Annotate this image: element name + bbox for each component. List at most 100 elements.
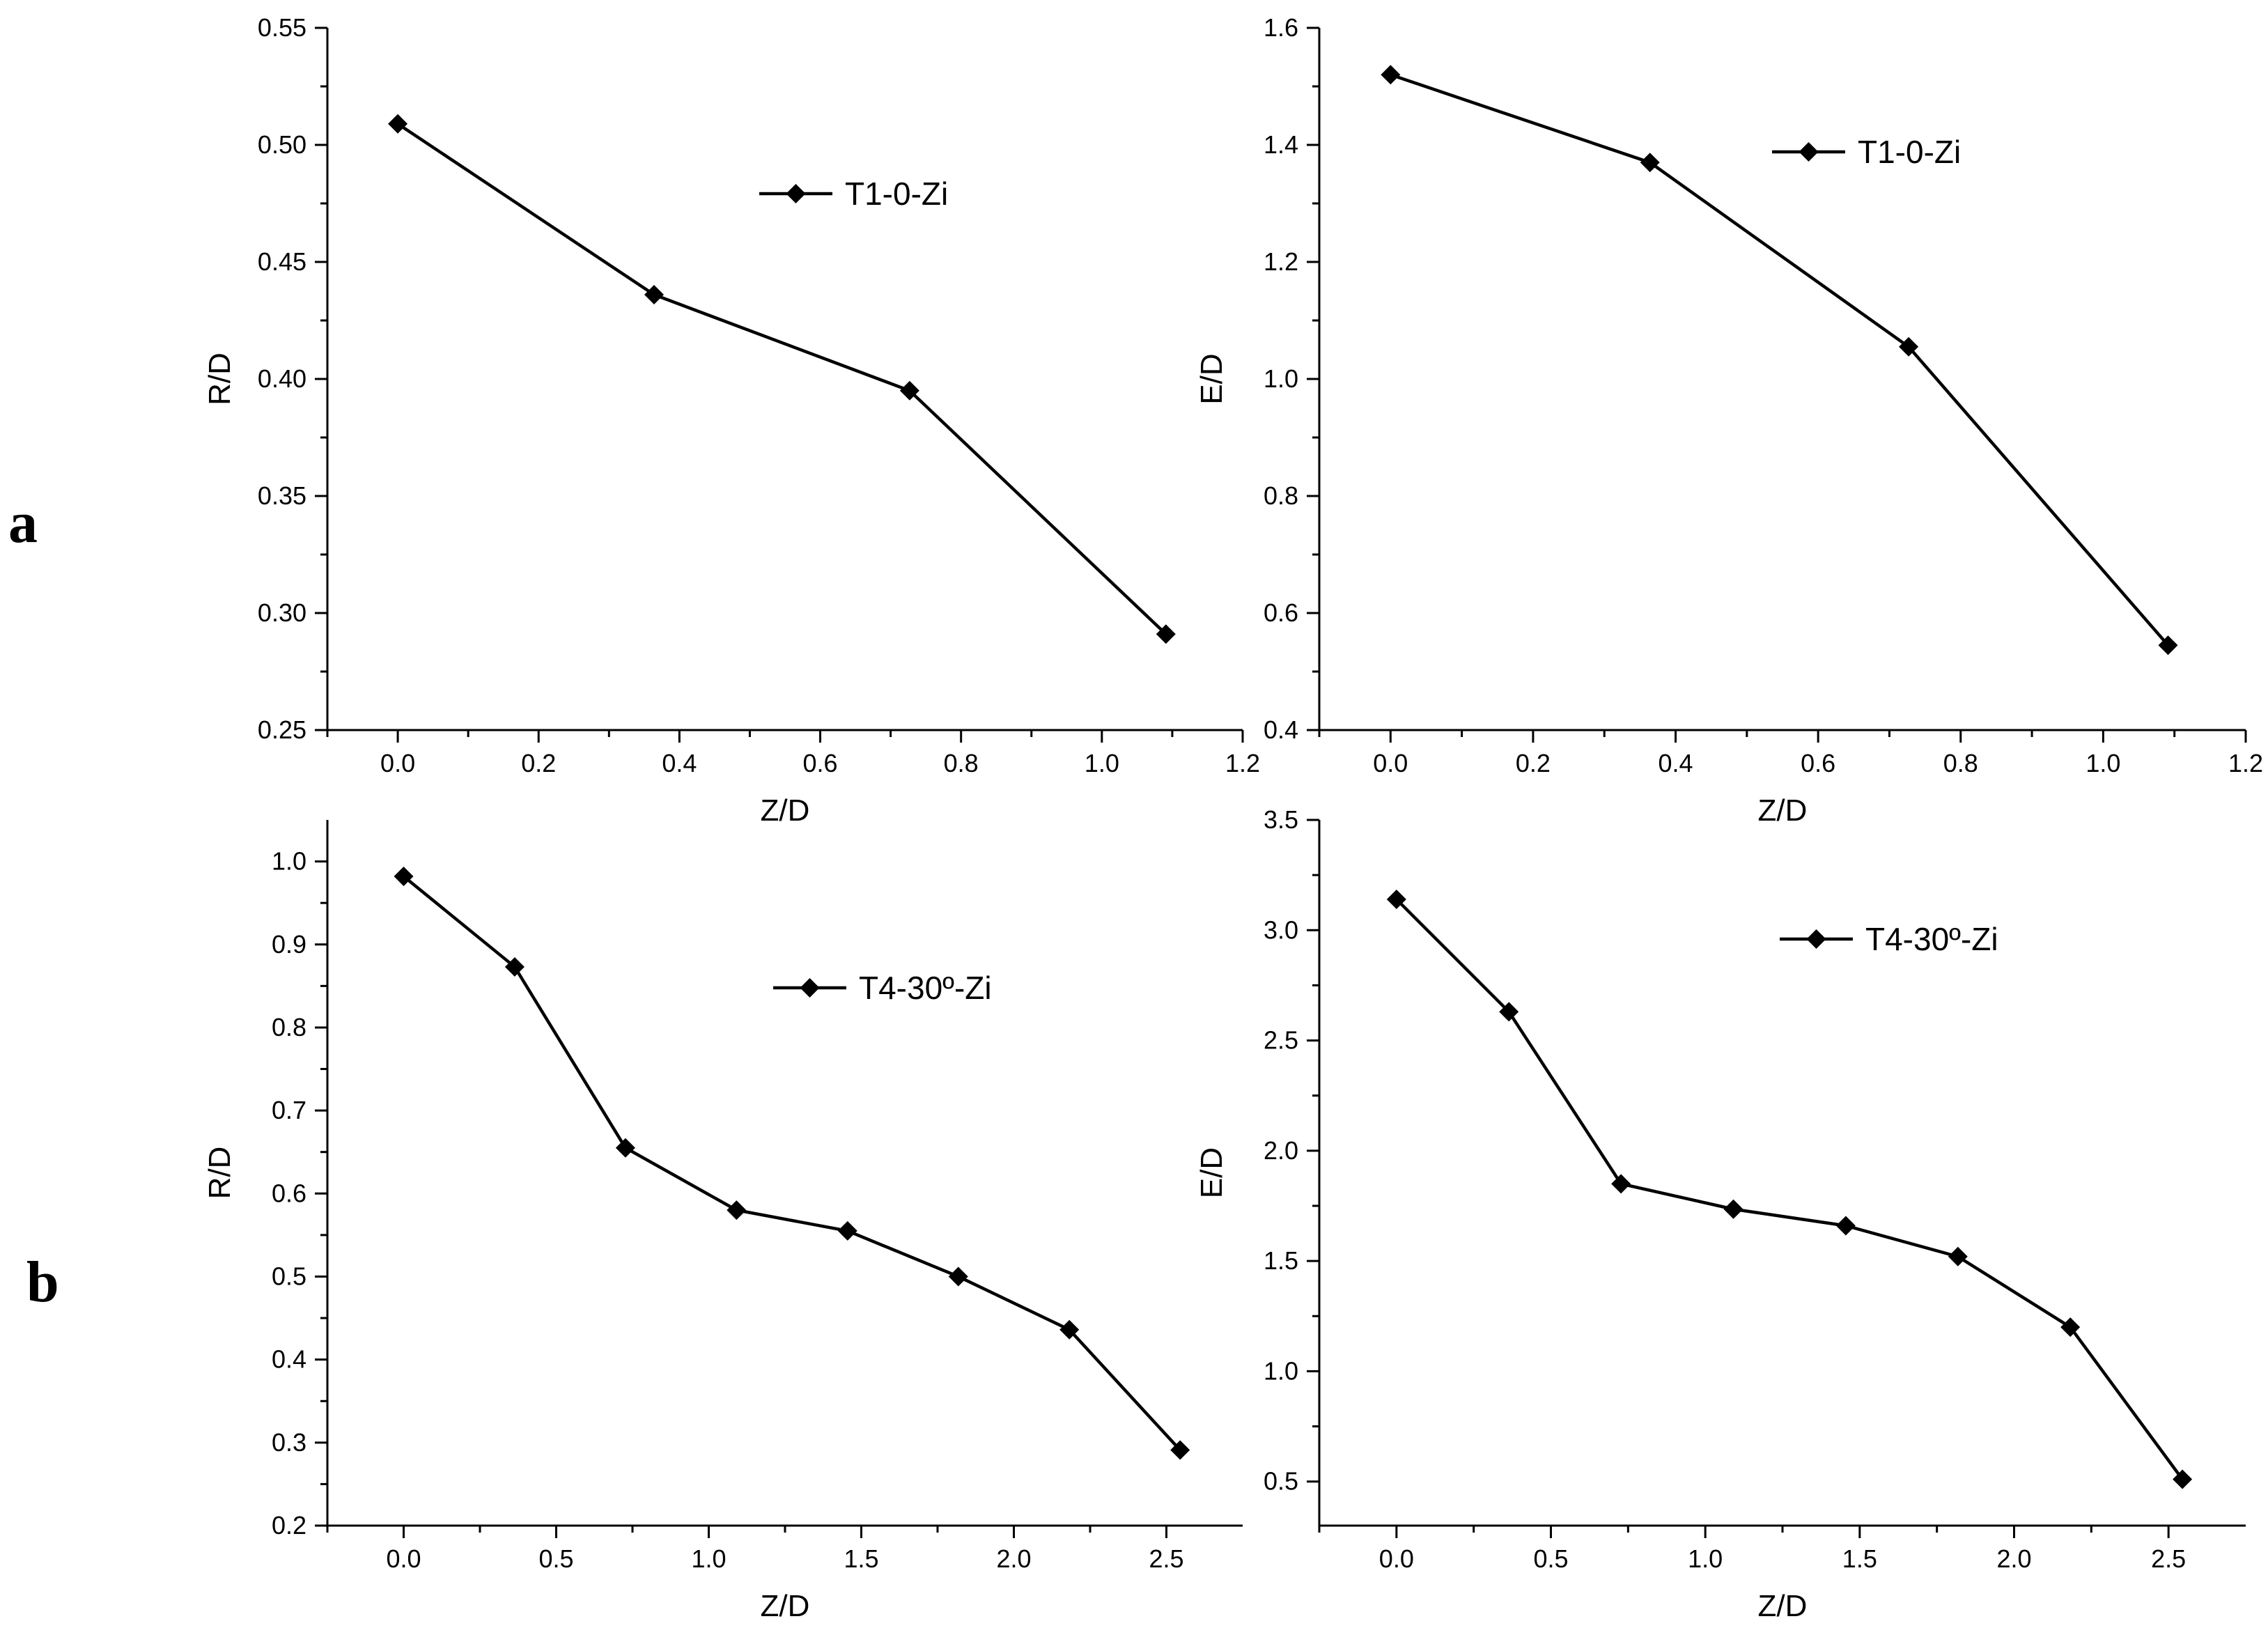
y-tick-label: 0.8 xyxy=(272,1013,306,1041)
x-tick-label: 0.8 xyxy=(1943,749,1978,777)
y-tick-label: 0.5 xyxy=(1264,1467,1298,1496)
legend-marker xyxy=(1806,929,1826,949)
x-tick-label: 1.2 xyxy=(2228,749,2263,777)
data-point-marker xyxy=(1948,1246,1968,1266)
legend-marker xyxy=(800,978,820,998)
legend-label: T1-0-Zi xyxy=(1858,134,1961,170)
x-tick-label: 1.5 xyxy=(1842,1544,1877,1573)
y-tick-label: 1.0 xyxy=(1264,1356,1298,1385)
x-tick-label: 0.5 xyxy=(538,1544,573,1573)
x-axis-label: Z/D xyxy=(1758,1589,1808,1623)
data-point-marker xyxy=(1381,65,1401,85)
legend-marker xyxy=(786,184,806,203)
panel-label-a: a xyxy=(8,490,38,555)
x-tick-label: 0.6 xyxy=(803,749,838,777)
y-tick-label: 0.7 xyxy=(272,1096,306,1124)
x-tick-label: 0.0 xyxy=(380,749,415,777)
x-tick-label: 2.5 xyxy=(2151,1544,2186,1573)
data-point-marker xyxy=(394,867,414,887)
y-axis-label: E/D xyxy=(1195,353,1229,404)
y-tick-label: 0.6 xyxy=(272,1179,306,1207)
y-tick-label: 0.50 xyxy=(258,130,306,159)
y-tick-label: 1.0 xyxy=(1264,364,1298,393)
x-tick-label: 1.0 xyxy=(2086,749,2120,777)
y-tick-label: 2.0 xyxy=(1264,1136,1298,1165)
y-tick-label: 0.25 xyxy=(258,715,306,744)
legend-marker xyxy=(1799,142,1819,162)
x-tick-label: 1.0 xyxy=(1085,749,1119,777)
series-line xyxy=(403,875,1181,1452)
x-tick-label: 2.0 xyxy=(1996,1544,2031,1573)
chart-1: 0.25 0.30 0.35 0.40 0.45 0.50 0.55 0.0 0.2 0.4 0.6… xyxy=(203,13,1260,828)
data-point-marker xyxy=(837,1220,857,1241)
x-tick-label: 0.2 xyxy=(1516,749,1551,777)
data-point-marker xyxy=(388,114,408,134)
data-point-marker xyxy=(1723,1199,1743,1219)
data-point-marker xyxy=(1156,624,1176,644)
x-tick-label: 0.8 xyxy=(944,749,979,777)
y-tick-label: 0.9 xyxy=(272,930,306,959)
panel-label-b: b xyxy=(26,1250,59,1315)
x-tick-label: 1.5 xyxy=(844,1544,878,1573)
legend-label: T1-0-Zi xyxy=(845,176,948,212)
data-point-marker xyxy=(1835,1216,1856,1236)
data-point-marker xyxy=(1611,1174,1631,1194)
x-tick-label: 2.5 xyxy=(1149,1544,1183,1573)
x-axis-label: Z/D xyxy=(1758,793,1808,828)
data-point-marker xyxy=(615,1138,635,1158)
y-tick-label: 0.8 xyxy=(1264,481,1298,510)
data-point-marker xyxy=(1499,1002,1519,1022)
x-tick-label: 0.0 xyxy=(1373,749,1408,777)
data-point-marker xyxy=(504,956,525,977)
y-tick-label: 0.3 xyxy=(272,1428,306,1457)
x-tick-label: 1.0 xyxy=(1688,1544,1723,1573)
y-tick-label: 0.5 xyxy=(272,1262,306,1290)
legend-label: T4-30º-Zi xyxy=(1865,921,1998,957)
y-tick-label: 1.4 xyxy=(1264,130,1298,159)
data-point-marker xyxy=(1386,889,1406,909)
data-point-marker xyxy=(1899,336,1919,357)
y-tick-label: 3.0 xyxy=(1264,915,1298,944)
y-tick-label: 0.30 xyxy=(258,598,306,627)
data-point-marker xyxy=(1170,1440,1190,1460)
x-tick-label: 0.4 xyxy=(1659,749,1693,777)
y-tick-label: 0.6 xyxy=(1264,598,1298,627)
x-tick-label: 1.2 xyxy=(1225,749,1260,777)
y-tick-label: 0.4 xyxy=(1264,715,1298,744)
data-point-marker xyxy=(1059,1319,1080,1340)
y-tick-label: 1.6 xyxy=(1264,13,1298,42)
x-tick-label: 2.0 xyxy=(996,1544,1031,1573)
data-point-marker xyxy=(644,285,664,305)
y-tick-label: 0.4 xyxy=(272,1345,306,1374)
y-tick-label: 0.2 xyxy=(272,1511,306,1540)
y-tick-label: 3.5 xyxy=(1264,805,1298,834)
x-axis-label: Z/D xyxy=(761,793,810,828)
x-tick-label: 0.0 xyxy=(1379,1544,1414,1573)
x-axis-label: Z/D xyxy=(761,1589,810,1623)
y-tick-label: 1.5 xyxy=(1264,1246,1298,1275)
y-tick-label: 0.40 xyxy=(258,364,306,393)
x-tick-label: 0.4 xyxy=(662,749,697,777)
chart-2: 0.4 0.6 0.8 1.0 1.2 1.4 1.6 0.0 0.2 0.4 0.6 0.8 1.0 1… xyxy=(1195,13,2263,828)
y-axis-label: R/D xyxy=(203,352,237,405)
data-point-marker xyxy=(2173,1469,2193,1489)
y-tick-label: 1.2 xyxy=(1264,247,1298,276)
y-axis-label: E/D xyxy=(1195,1147,1229,1198)
chart-3: 0.2 0.3 0.4 0.5 0.6 0.7 0.8 0.9 1.0 0.0 0.5 1.0 1.5 2… xyxy=(203,820,1243,1623)
x-tick-label: 0.6 xyxy=(1801,749,1835,777)
data-point-marker xyxy=(899,380,919,401)
y-tick-label: 1.0 xyxy=(272,847,306,876)
y-tick-label: 0.45 xyxy=(258,247,306,276)
y-axis-label: R/D xyxy=(203,1147,237,1200)
x-tick-label: 0.5 xyxy=(1533,1544,1568,1573)
y-tick-label: 0.35 xyxy=(258,481,306,510)
y-tick-label: 2.5 xyxy=(1264,1026,1298,1055)
charts: 0.25 0.30 0.35 0.40 0.45 0.50 0.55 0.0 0.2 0.4 0.6… xyxy=(203,13,2263,1623)
data-point-marker xyxy=(2060,1317,2081,1338)
chart-4: 0.5 1.0 1.5 2.0 2.5 3.0 3.5 0.0 0.5 1.0 1.5 2.0 2.5 Z… xyxy=(1195,805,2246,1623)
x-tick-label: 1.0 xyxy=(691,1544,726,1573)
series-line xyxy=(1390,73,2170,646)
x-tick-label: 0.0 xyxy=(386,1544,421,1573)
legend-label: T4-30º-Zi xyxy=(859,970,992,1006)
